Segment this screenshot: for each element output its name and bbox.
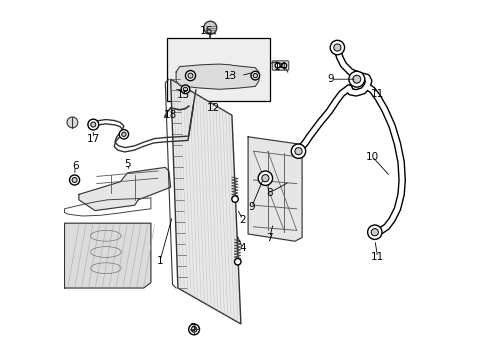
Text: 11: 11: [370, 89, 384, 99]
Text: 4: 4: [239, 243, 245, 253]
Circle shape: [72, 177, 77, 183]
Text: 10: 10: [365, 152, 378, 162]
Text: 11: 11: [370, 252, 384, 262]
Text: 1: 1: [156, 256, 163, 266]
Text: 14: 14: [273, 62, 286, 72]
Polygon shape: [170, 79, 241, 324]
Circle shape: [191, 327, 197, 332]
Circle shape: [203, 21, 216, 34]
Text: 18: 18: [164, 110, 177, 120]
Text: 5: 5: [124, 159, 131, 169]
FancyBboxPatch shape: [272, 61, 288, 70]
Circle shape: [67, 117, 78, 128]
Text: 12: 12: [207, 103, 220, 113]
Circle shape: [91, 122, 96, 127]
Circle shape: [234, 258, 241, 265]
Text: 3: 3: [188, 323, 195, 333]
Circle shape: [119, 130, 128, 139]
Polygon shape: [176, 64, 258, 89]
Text: 8: 8: [266, 188, 272, 198]
Bar: [167, 38, 269, 101]
Circle shape: [253, 73, 257, 78]
Circle shape: [188, 324, 199, 335]
Circle shape: [88, 119, 99, 130]
Circle shape: [231, 196, 238, 202]
Text: 13: 13: [223, 71, 236, 81]
Text: 2: 2: [239, 215, 245, 225]
Polygon shape: [64, 223, 151, 288]
Circle shape: [352, 75, 360, 83]
Circle shape: [294, 148, 302, 155]
Circle shape: [367, 225, 381, 239]
Circle shape: [329, 40, 344, 55]
Text: 6: 6: [72, 161, 79, 171]
Circle shape: [185, 71, 195, 81]
Circle shape: [250, 71, 259, 80]
Circle shape: [183, 87, 187, 91]
Circle shape: [69, 175, 80, 185]
Text: 15: 15: [176, 90, 189, 100]
Text: 16: 16: [200, 26, 213, 36]
Polygon shape: [247, 137, 302, 241]
Circle shape: [281, 63, 286, 68]
Text: 9: 9: [327, 74, 333, 84]
Circle shape: [258, 171, 272, 185]
Circle shape: [181, 85, 189, 94]
Text: 7: 7: [266, 233, 272, 243]
Circle shape: [348, 71, 364, 87]
Circle shape: [261, 175, 268, 182]
Circle shape: [370, 229, 378, 236]
Circle shape: [333, 44, 340, 51]
Text: 17: 17: [86, 134, 100, 144]
Circle shape: [122, 132, 126, 136]
Polygon shape: [79, 167, 170, 211]
Circle shape: [275, 63, 280, 68]
Text: 9: 9: [248, 202, 254, 212]
Circle shape: [187, 73, 193, 78]
Circle shape: [291, 144, 305, 158]
